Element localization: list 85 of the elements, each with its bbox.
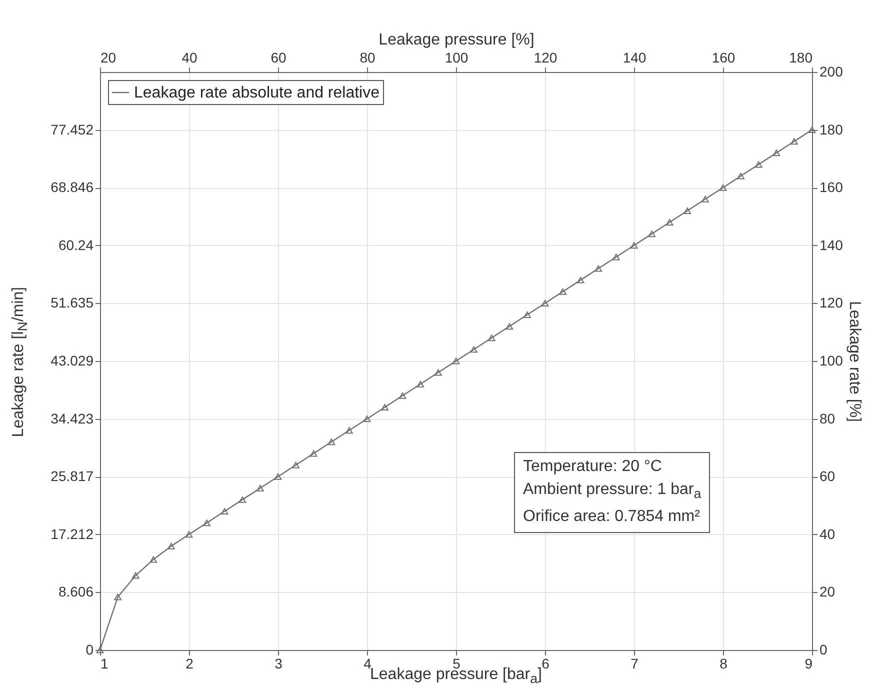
point	[576, 276, 584, 284]
y-tick-label: 0	[86, 642, 94, 658]
point	[488, 334, 496, 342]
x-tick-label: 5	[452, 656, 461, 672]
point	[150, 556, 158, 563]
y-tick-label: 17.212	[50, 526, 94, 542]
point	[363, 416, 371, 422]
y-tick-label: 77.452	[50, 121, 94, 138]
x2-tick-label: 20	[100, 50, 116, 66]
x2-tick-label: 60	[270, 50, 286, 66]
point	[452, 358, 460, 364]
point	[648, 230, 656, 238]
point	[168, 542, 175, 550]
y2-tick-label: 40	[820, 526, 836, 542]
point	[506, 323, 514, 330]
point	[310, 450, 318, 457]
point	[630, 242, 638, 249]
x-tick-label: 2	[186, 656, 194, 672]
y-tick-label: 8.606	[58, 584, 94, 600]
x-tick-label: 4	[364, 656, 372, 672]
point	[594, 265, 602, 272]
x-tick-label: 1	[100, 656, 108, 672]
point	[772, 150, 780, 156]
point	[381, 404, 388, 411]
point	[702, 196, 709, 202]
x-tick-label: 7	[630, 656, 639, 672]
point	[612, 254, 620, 260]
point	[684, 208, 692, 214]
y2-tick-label: 200	[820, 64, 844, 80]
point	[416, 380, 424, 388]
point	[524, 312, 531, 318]
y-tick-label: 43.029	[50, 352, 94, 368]
point	[114, 594, 122, 600]
x-tick-label: 9	[804, 656, 813, 672]
x-tick-label: 6	[542, 656, 550, 672]
point	[790, 138, 798, 145]
y2-tick-label: 160	[820, 179, 844, 196]
point	[132, 572, 140, 579]
x-tick-label: 8	[720, 656, 728, 672]
point	[754, 161, 762, 168]
point	[559, 288, 566, 295]
point	[292, 462, 300, 468]
point	[434, 369, 442, 376]
point	[541, 300, 549, 306]
legend-label: Leakage rate absolute and relative	[134, 84, 380, 102]
x-tick-label: 3	[274, 656, 283, 672]
y-tick-label: 25.817	[50, 468, 94, 484]
point	[666, 219, 674, 226]
point	[808, 126, 816, 134]
point	[719, 184, 727, 191]
y-tick-label: 68.846	[50, 179, 94, 196]
point	[238, 496, 246, 503]
point	[470, 346, 478, 353]
point	[185, 531, 193, 538]
point	[328, 438, 336, 446]
y2-tick-label: 100	[820, 352, 844, 368]
point	[346, 427, 353, 434]
x2-tick-label: 160	[712, 50, 736, 66]
y2-axis-title: Leakage rate [%]	[846, 301, 863, 422]
y-tick-label: 34.423	[50, 410, 94, 426]
y2-tick-label: 0	[820, 642, 828, 658]
point	[274, 473, 282, 480]
x2-tick-label: 80	[360, 50, 376, 66]
x2-tick-label: 40	[182, 50, 198, 66]
point	[220, 508, 228, 515]
x2-axis-title: Leakage pressure [%]	[378, 32, 534, 48]
annotation: Temperature: 20 °C	[523, 457, 663, 477]
y2-tick-label: 180	[820, 121, 844, 138]
point	[737, 172, 744, 180]
y2-tick-label: 80	[820, 410, 836, 426]
y2-tick-label: 60	[820, 468, 836, 484]
point	[256, 484, 264, 492]
annotation: Ambient pressure: 1 bar$_{a}$	[523, 480, 702, 504]
x2-tick-label: 100	[444, 50, 468, 66]
x2-tick-label: 120	[534, 50, 558, 66]
annotation: Orifice area: 0.7854 mm²	[523, 507, 701, 528]
point	[203, 520, 210, 526]
y2-tick-label: 20	[820, 584, 836, 600]
y-tick-label: 51.635	[50, 294, 94, 311]
y2-tick-label: 120	[820, 294, 844, 311]
point	[398, 392, 406, 399]
x2-tick-label: 180	[789, 50, 813, 66]
y-tick-label: 60.24	[58, 236, 94, 253]
x2-tick-label: 140	[622, 50, 646, 66]
y2-tick-label: 140	[820, 236, 844, 253]
